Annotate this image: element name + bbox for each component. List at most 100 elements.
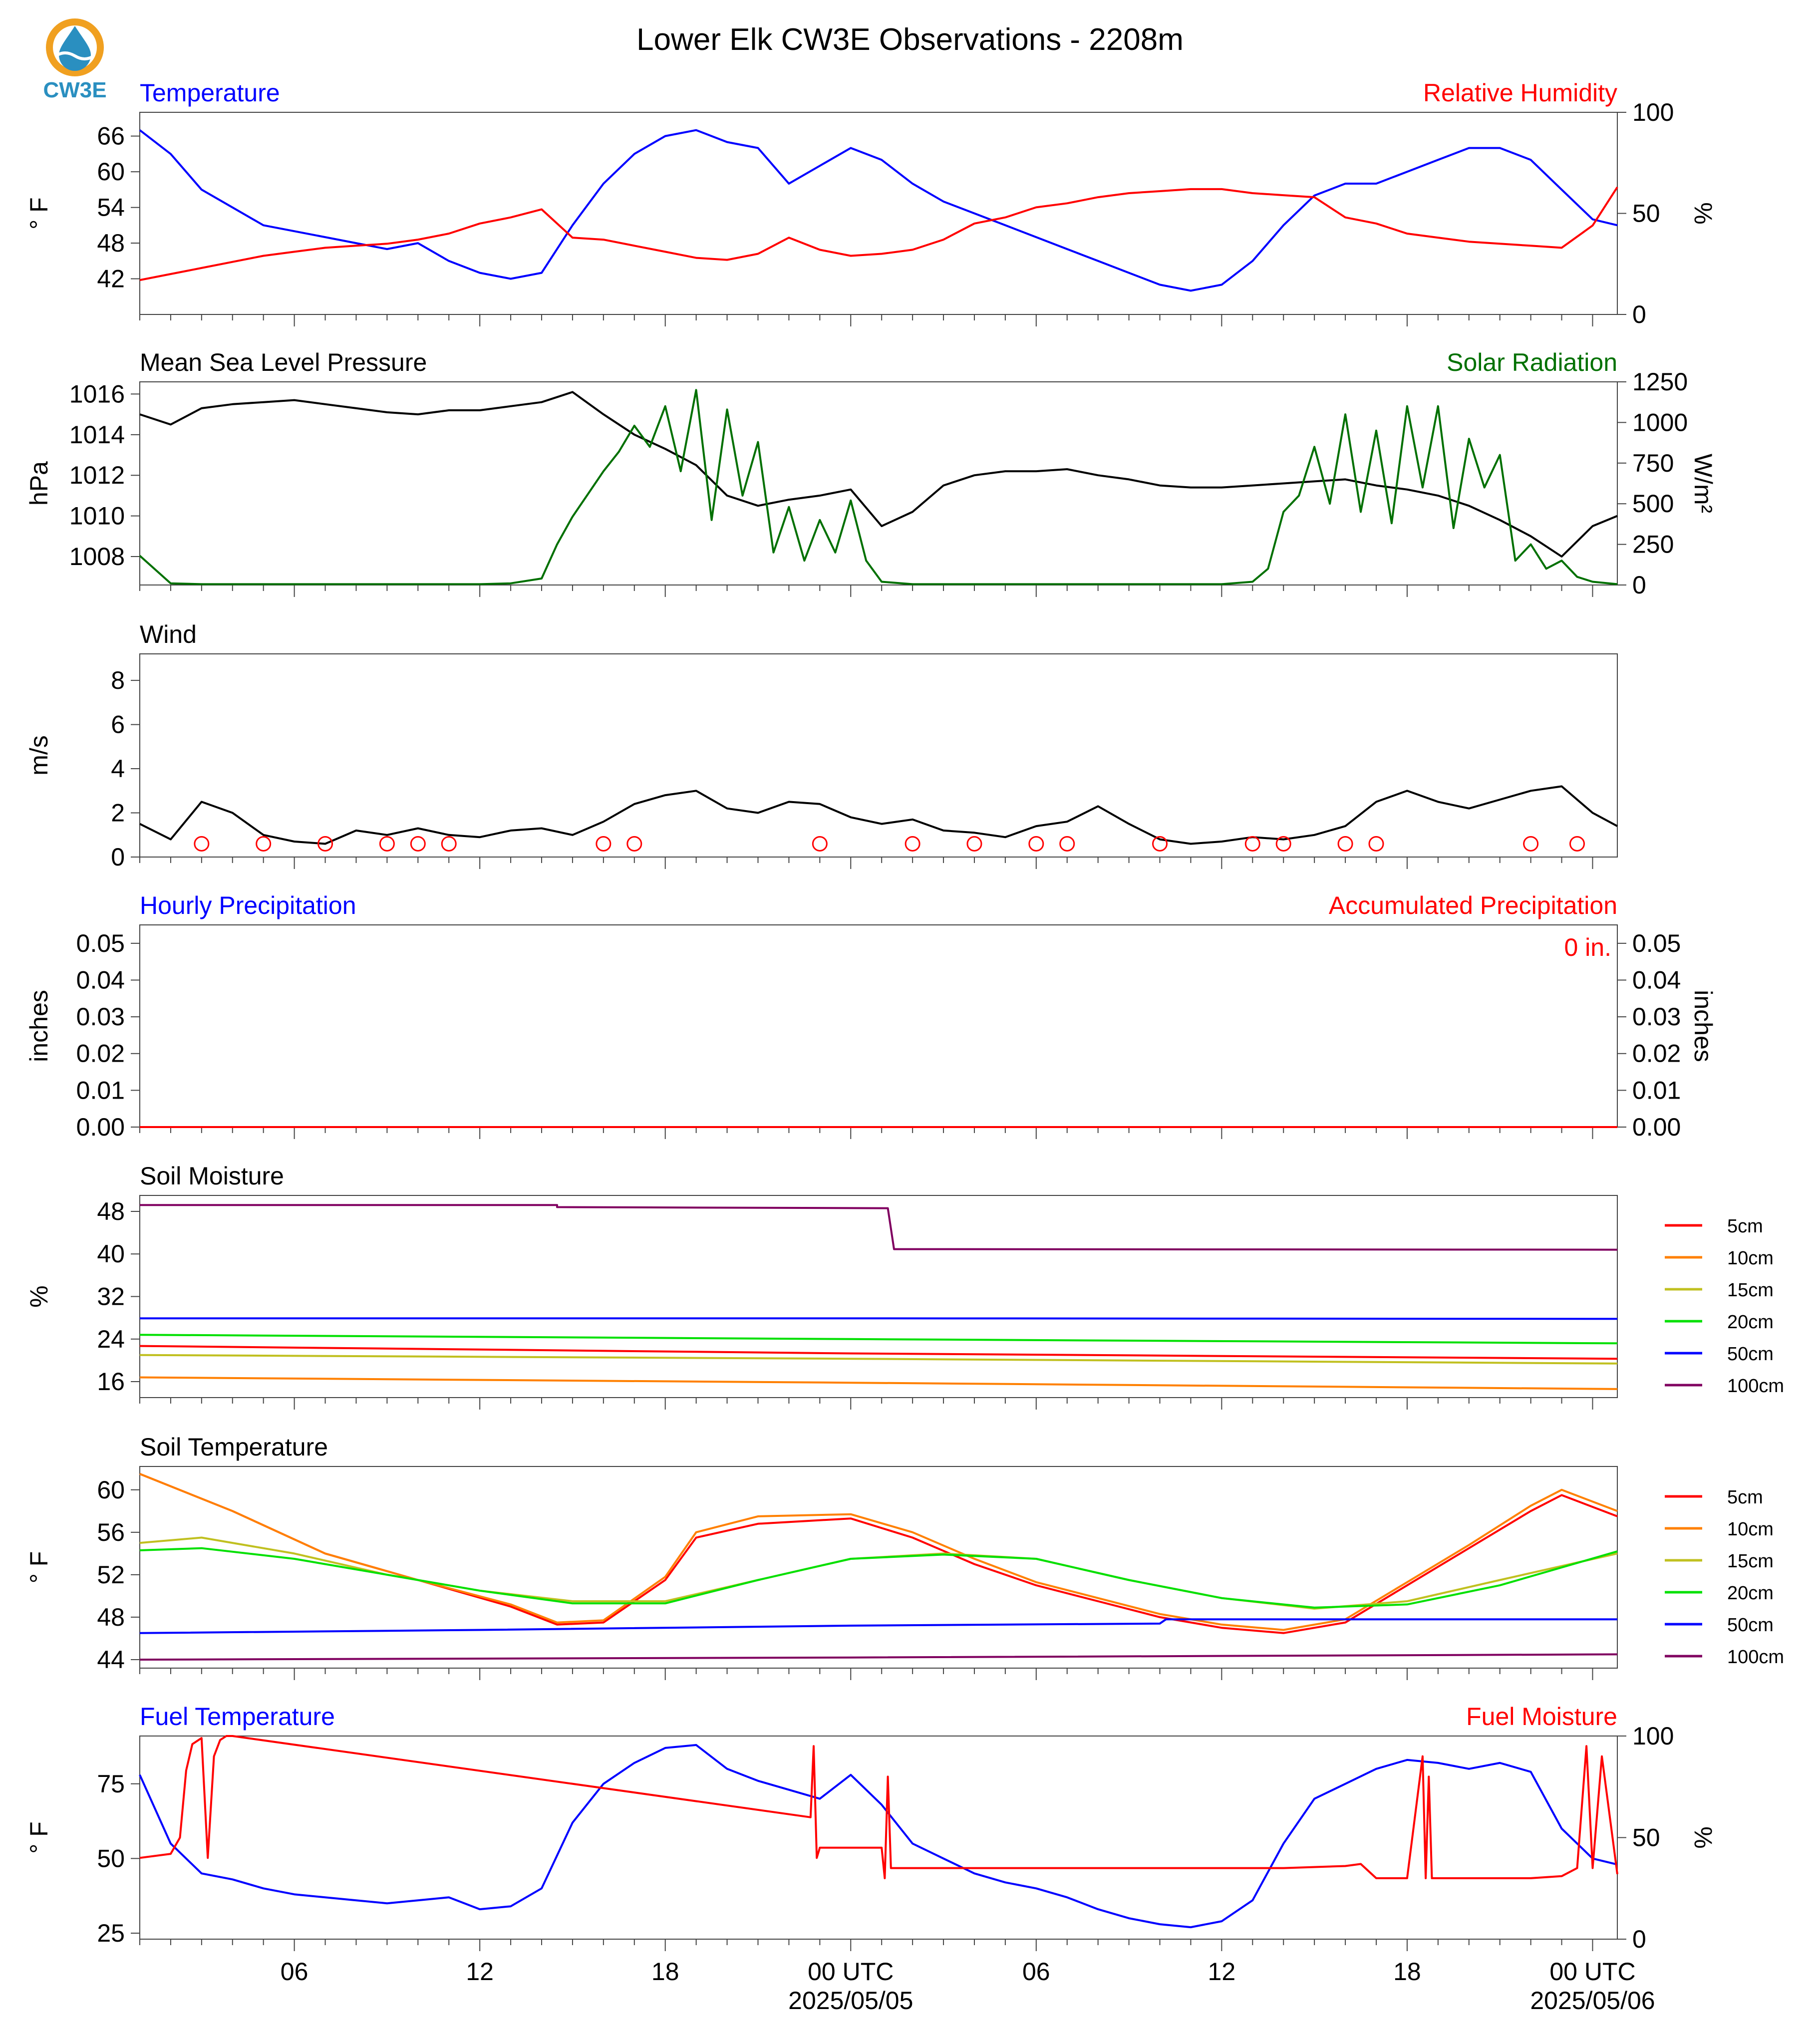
series-line-0	[139, 391, 1618, 558]
legend-label: 10cm	[1727, 1248, 1774, 1269]
legend-label: 15cm	[1727, 1551, 1774, 1572]
wind-calm-marker	[905, 836, 920, 852]
legend-label: 100cm	[1727, 1376, 1784, 1397]
y-tick-label: 4	[111, 755, 125, 783]
series-line-5cm	[139, 1345, 1618, 1360]
y-axis-label: ° F	[25, 197, 53, 229]
y-tick-label: 25	[97, 1919, 125, 1947]
y-right-axis-label: inches	[1689, 990, 1717, 1062]
panel-frame	[139, 653, 1618, 858]
y-tick-label: 50	[97, 1844, 125, 1872]
y-tick-label: 75	[97, 1770, 125, 1798]
series-line-1	[139, 389, 1618, 585]
y-tick-label: 1014	[69, 421, 125, 449]
wind-calm-marker	[1368, 836, 1384, 852]
y-tick-label: 52	[97, 1561, 125, 1589]
header: CW3E Lower Elk CW3E Observations - 2208m	[43, 18, 1184, 102]
legend-label: 5cm	[1727, 1216, 1763, 1237]
y-right-tick-label: 0.04	[1632, 966, 1681, 994]
legend-label: 20cm	[1727, 1312, 1774, 1333]
panel-pressure: Mean Sea Level Pressure Solar Radiation 10…	[25, 348, 1717, 599]
wind-calm-marker	[1337, 836, 1353, 852]
wind-calm-marker	[1275, 836, 1291, 852]
panel-left-title: Temperature	[140, 79, 280, 107]
panel-left-title: Fuel Temperature	[140, 1703, 335, 1731]
series-line-100cm	[140, 1204, 1618, 1251]
series-line-1	[139, 186, 1618, 282]
panel-soil_moisture: Soil Moisture 16 24 32 40 48%	[25, 1162, 1618, 1410]
wind-calm-marker	[379, 836, 395, 852]
y-right-tick-label: 0.01	[1632, 1076, 1681, 1104]
x-date-label: 2025/05/05	[788, 1987, 913, 2015]
x-tick-label: 12	[466, 1958, 494, 1986]
y-tick-label: 0.02	[76, 1040, 125, 1068]
series-line-10cm	[139, 1473, 1618, 1631]
y-tick-label: 0.04	[76, 966, 125, 994]
y-right-axis-label: %	[1689, 202, 1717, 224]
panel-left-title: Soil Temperature	[140, 1433, 328, 1461]
y-right-tick-label: 0	[1632, 300, 1646, 328]
y-right-tick-label: 0.02	[1632, 1040, 1681, 1068]
y-tick-label: 0.05	[76, 929, 125, 957]
y-right-tick-label: 0.05	[1632, 929, 1681, 957]
y-tick-label: 54	[97, 194, 125, 222]
x-tick-label: 06	[281, 1958, 308, 1986]
panel-temperature: Temperature Relative Humidity 42 48 54 60 66 ° …	[25, 79, 1717, 328]
y-tick-label: 16	[97, 1368, 125, 1396]
series-line-50cm	[140, 1317, 1618, 1320]
panel-precipitation: Hourly Precipitation Accumulated Precipit…	[25, 891, 1717, 1141]
y-axis-label: ° F	[25, 1551, 53, 1583]
x-tick-label: 00 UTC	[808, 1958, 894, 1986]
chart-title: Lower Elk CW3E Observations - 2208m	[636, 22, 1184, 57]
series-line-1	[139, 1735, 1618, 1879]
cw3e-logo: CW3E	[43, 18, 107, 102]
legends: 5cm 10cm 15cm 20cm 50cm 100cm 5cm 10cm 15cm 20cm 5…	[1665, 1216, 1784, 1668]
y-axis-label: %	[25, 1285, 53, 1307]
y-tick-label: 1012	[69, 461, 125, 489]
x-tick-label: 00 UTC	[1549, 1958, 1635, 1986]
x-tick-label: 06	[1022, 1958, 1050, 1986]
panel-soil_temperature: Soil Temperature 44 48 52 56 60 ° F	[25, 1433, 1618, 1680]
y-tick-label: 8	[111, 666, 125, 694]
y-tick-label: 48	[97, 1603, 125, 1631]
series-line-20cm	[139, 1334, 1618, 1345]
legend-label: 15cm	[1727, 1280, 1774, 1301]
y-tick-label: 44	[97, 1646, 125, 1674]
panel-left-title: Wind	[140, 620, 197, 648]
panel-left-title: Soil Moisture	[140, 1162, 284, 1190]
y-right-tick-label: 0.00	[1632, 1113, 1681, 1141]
wind-calm-marker	[1569, 836, 1585, 852]
legend-label: 50cm	[1727, 1615, 1774, 1636]
y-tick-label: 1016	[69, 380, 125, 408]
y-tick-label: 0.01	[76, 1076, 125, 1104]
panel-right-title: Solar Radiation	[1447, 348, 1617, 376]
series-line-100cm	[139, 1653, 1618, 1661]
y-tick-label: 40	[97, 1240, 125, 1268]
y-axis-label: ° F	[25, 1821, 53, 1853]
y-right-tick-label: 0.03	[1632, 1003, 1681, 1031]
panel-frame	[139, 924, 1618, 1128]
wind-calm-marker	[1028, 836, 1044, 852]
y-tick-label: 24	[97, 1325, 125, 1353]
wind-calm-marker	[441, 836, 457, 852]
y-right-tick-label: 1250	[1632, 368, 1688, 396]
panel-frame	[139, 112, 1618, 315]
wind-calm-marker	[1152, 836, 1168, 852]
y-tick-label: 66	[97, 122, 125, 150]
panel-right-title: Fuel Moisture	[1466, 1703, 1617, 1731]
y-right-tick-label: 750	[1632, 449, 1674, 477]
series-line-0	[139, 1744, 1618, 1929]
y-tick-label: 42	[97, 265, 125, 293]
y-right-tick-label: 100	[1632, 98, 1674, 126]
series-line-15cm	[139, 1354, 1618, 1365]
legend-label: 50cm	[1727, 1344, 1774, 1365]
x-date-label: 2025/05/06	[1530, 1987, 1655, 2015]
series-line-15cm	[139, 1536, 1618, 1610]
x-tick-label: 18	[651, 1958, 679, 1986]
y-right-tick-label: 0	[1632, 571, 1646, 599]
y-right-tick-label: 250	[1632, 531, 1674, 559]
y-right-tick-label: 50	[1632, 1824, 1660, 1852]
y-tick-label: 48	[97, 1197, 125, 1225]
